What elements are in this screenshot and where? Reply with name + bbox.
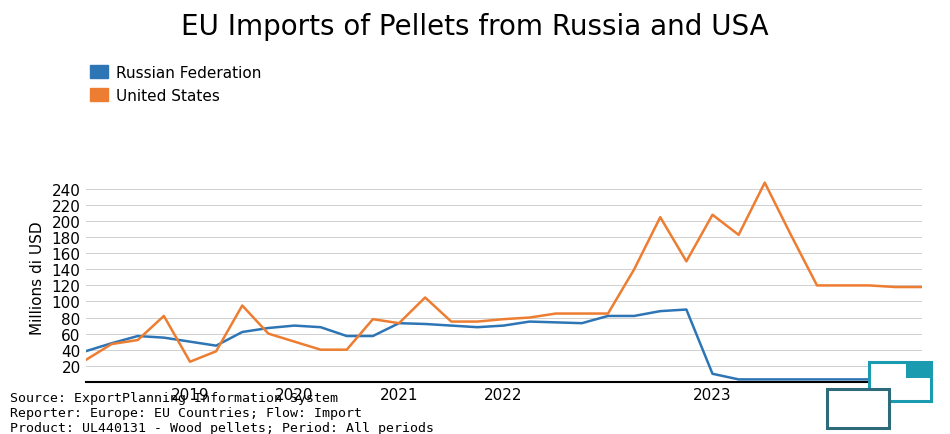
Text: EU Imports of Pellets from Russia and USA: EU Imports of Pellets from Russia and US… [181, 13, 769, 41]
Text: Source: ExportPlanning Information System
Reporter: Europe: EU Countries; Flow: : Source: ExportPlanning Information Syste… [10, 391, 433, 434]
Bar [906, 362, 931, 378]
Legend: Russian Federation, United States: Russian Federation, United States [84, 60, 267, 109]
Bar [826, 389, 888, 428]
Bar [869, 362, 931, 401]
Y-axis label: Millions di USD: Millions di USD [29, 221, 45, 335]
